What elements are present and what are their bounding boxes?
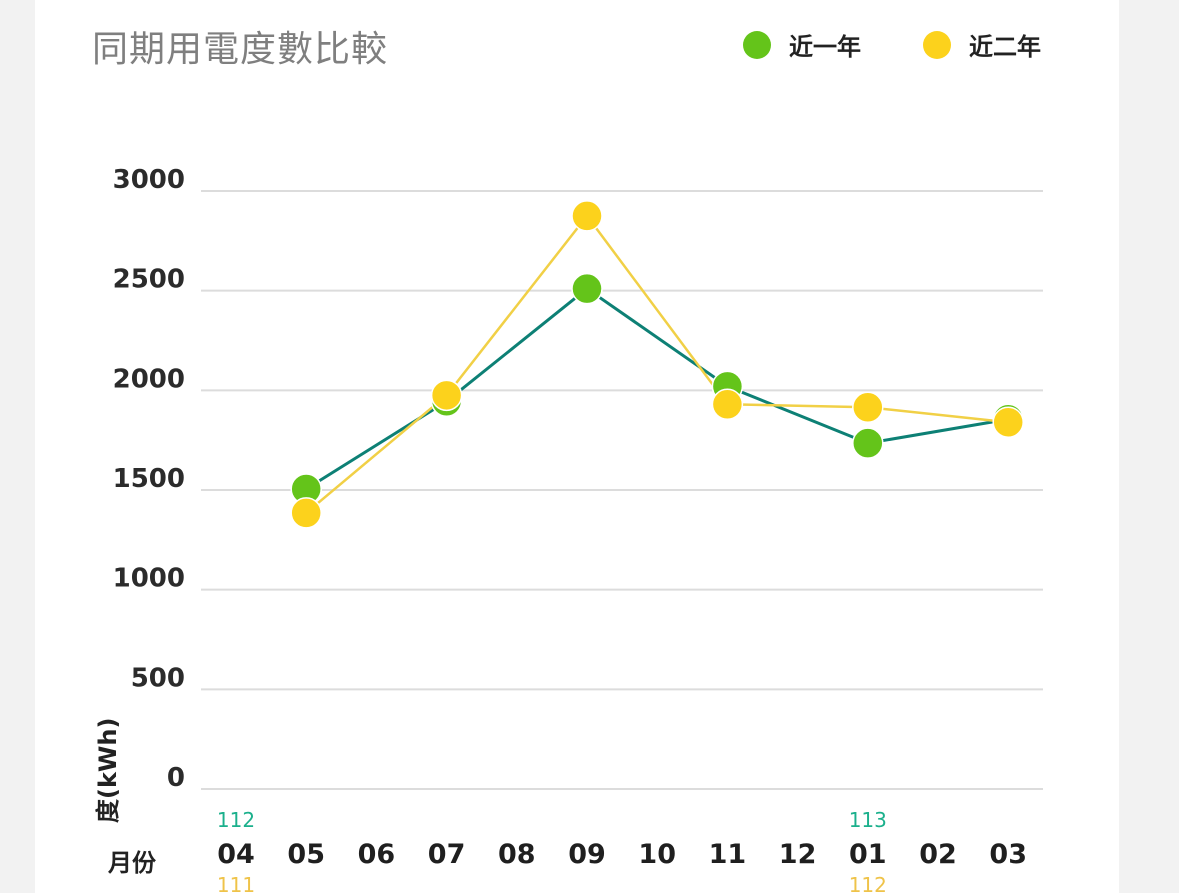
y-tick-label: 0 — [167, 763, 185, 793]
data-point-near-two-year-01[interactable] — [852, 391, 884, 424]
y-tick-label: 2000 — [113, 364, 185, 394]
legend-item-near-one-year[interactable]: 近一年 — [743, 27, 861, 62]
year-label-current: 112 — [217, 808, 255, 832]
data-points — [290, 200, 1024, 529]
x-tick-label: 08 — [498, 839, 536, 870]
grid-lines — [201, 190, 1043, 790]
data-point-near-two-year-05[interactable] — [290, 497, 322, 529]
x-tick-label: 02 — [919, 839, 957, 870]
data-point-near-two-year-03[interactable] — [992, 406, 1024, 438]
legend-item-near-two-year[interactable]: 近二年 — [923, 27, 1041, 62]
data-point-near-one-year-09[interactable] — [571, 272, 603, 305]
x-tick-label: 03 — [989, 839, 1027, 870]
chart-card: 同期用電度數比較 近一年 近二年 — [35, 0, 1119, 893]
x-tick-label: 11 — [709, 839, 747, 870]
legend-dot-near-two-year-icon — [923, 30, 951, 59]
y-tick-label: 1500 — [113, 464, 185, 494]
series-line-near-two-year — [305, 214, 1009, 514]
year-label-previous: 112 — [849, 873, 887, 893]
chart-title: 同期用電度數比較 — [92, 29, 389, 70]
series-lines — [305, 214, 1009, 514]
x-tick-label: 05 — [287, 839, 325, 870]
x-tick-label: 01 — [849, 839, 887, 870]
y-tick-label: 3000 — [113, 165, 185, 195]
legend-dot-near-one-year-icon — [743, 30, 771, 59]
x-axis-title: 月份 — [107, 849, 157, 877]
legend-label-near-one-year: 近一年 — [789, 33, 861, 61]
data-point-near-two-year-09[interactable] — [571, 200, 603, 232]
data-point-near-one-year-01[interactable] — [852, 427, 884, 459]
x-tick-label: 06 — [358, 839, 396, 870]
y-tick-label: 500 — [131, 663, 185, 693]
year-label-current: 113 — [849, 808, 887, 832]
x-tick-label: 07 — [428, 839, 466, 870]
x-tick-label: 12 — [779, 839, 817, 870]
year-label-previous: 111 — [217, 873, 255, 893]
x-tick-label: 09 — [568, 839, 606, 870]
legend-label-near-two-year: 近二年 — [969, 33, 1041, 61]
x-tick-label: 10 — [638, 839, 676, 870]
data-point-near-two-year-07[interactable] — [430, 379, 463, 412]
y-tick-label: 1000 — [113, 564, 185, 594]
y-tick-label: 2500 — [113, 265, 185, 295]
x-axis-ticks: 04 05 06 07 08 09 10 11 12 01 02 03 112 111 113 112 — [217, 808, 1027, 893]
x-tick-label: 04 — [217, 839, 255, 870]
y-axis-ticks: 3000 2500 2000 1500 1000 500 0 — [113, 165, 185, 793]
y-axis-title: 度(kWh) — [94, 718, 122, 823]
series-line-near-one-year — [305, 287, 1009, 491]
data-point-near-two-year-11[interactable] — [711, 388, 744, 421]
